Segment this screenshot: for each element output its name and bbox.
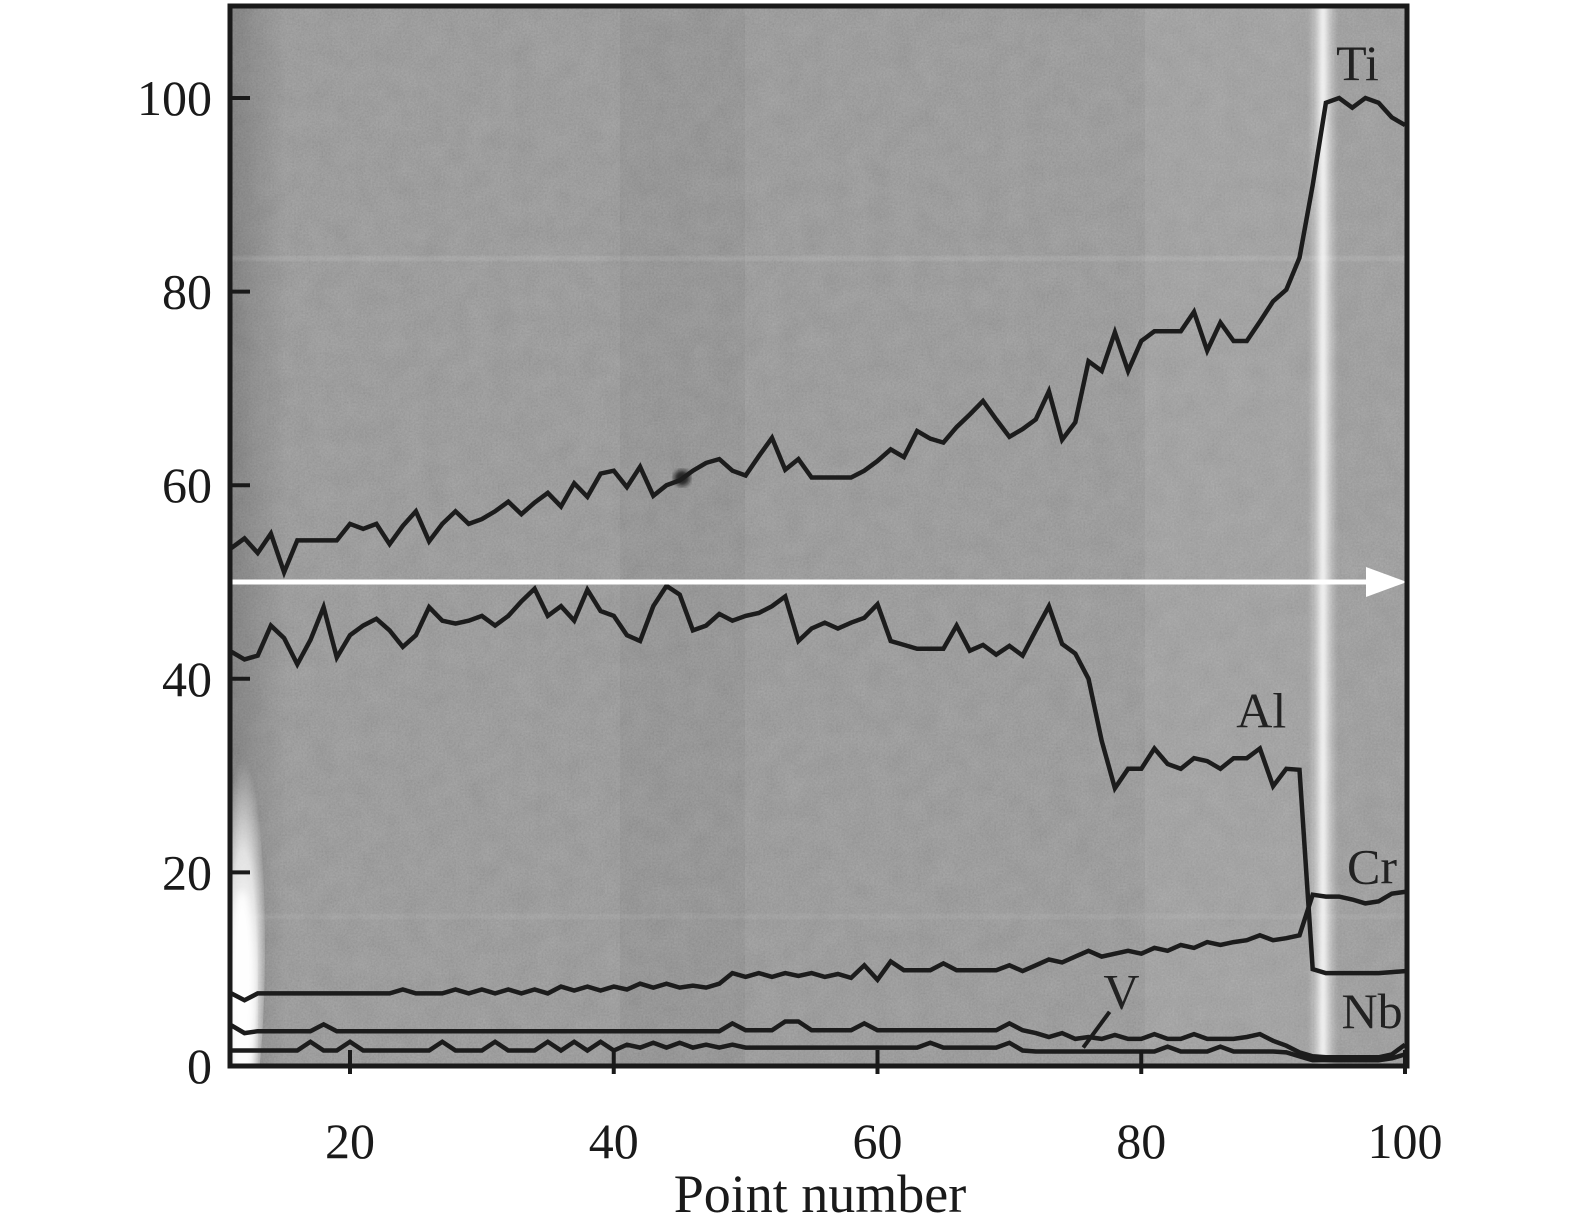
y-tick-label: 0	[187, 1038, 212, 1094]
series-label-Cr: Cr	[1347, 839, 1397, 895]
scan-arrow-head	[1366, 567, 1407, 597]
light-vertical-band	[1145, 8, 1313, 1066]
series-label-Ti: Ti	[1336, 35, 1379, 91]
series-label-Al: Al	[1236, 683, 1286, 739]
y-tick-label: 40	[162, 651, 212, 707]
x-tick-label: 60	[853, 1113, 903, 1169]
series-Al	[232, 582, 1405, 976]
x-axis-title: Point number	[674, 1164, 967, 1224]
y-tick-label: 100	[137, 70, 212, 126]
right-vertical-band	[1333, 8, 1405, 1066]
y-tick-label: 20	[162, 844, 212, 900]
x-tick-label: 80	[1116, 1113, 1166, 1169]
series-Nb	[232, 1039, 1405, 1063]
bright-stripe	[1309, 8, 1337, 1066]
x-tick-label: 40	[589, 1113, 639, 1169]
series-Cr	[232, 889, 1405, 1003]
horizontal-streak-upper	[232, 256, 1405, 261]
horizontal-streak-lower	[232, 914, 1405, 919]
series-label-Nb: Nb	[1341, 983, 1402, 1039]
ticks-layer: 0 20 40 60 80 100 20 40 60 80 100	[137, 70, 1443, 1169]
axes: 0 20 40 60 80 100 20 40 60 80 100 Point number	[137, 3, 1443, 1224]
series-layer	[232, 95, 1405, 1063]
y-tick-label: 80	[162, 264, 212, 320]
micrograph-background	[232, 4, 1405, 1068]
label-leader-V	[1081, 1010, 1112, 1049]
series-label-V: V	[1103, 963, 1139, 1019]
annotation-layer: Ti Al Cr V Nb	[232, 35, 1407, 1049]
series-V	[232, 1019, 1405, 1060]
y-tick-label: 60	[162, 457, 212, 513]
x-tick-label: 20	[325, 1113, 375, 1169]
white-glow-column-core	[232, 890, 255, 1066]
plot-border	[227, 3, 1410, 1069]
x-tick-label: 100	[1368, 1113, 1443, 1169]
mid-dark-band	[620, 4, 745, 1068]
series-Ti	[232, 95, 1405, 579]
